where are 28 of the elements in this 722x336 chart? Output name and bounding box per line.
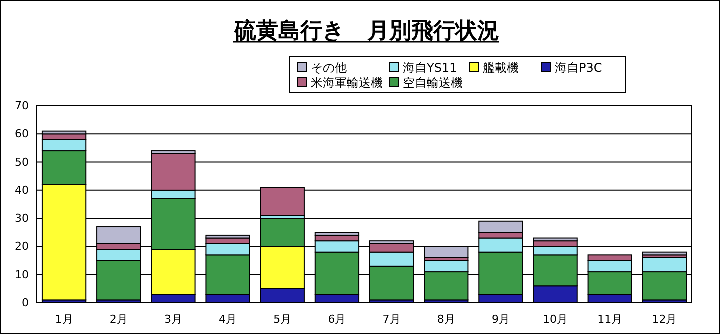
x-tick-label: 3月 [164,312,182,326]
legend-label: 海自YS11 [403,61,458,75]
x-tick-label: 9月 [492,312,510,326]
x-tick-label: 4月 [219,312,238,326]
y-tick-label: 20 [15,240,29,254]
x-tick-label: 10月 [543,312,568,326]
x-tick-label: 7月 [382,312,401,326]
y-tick-label: 40 [15,184,29,197]
y-tick-label: 50 [15,156,29,169]
y-tick-label: 60 [15,128,29,141]
legend-label: 海自P3C [555,61,602,75]
x-tick-label: 12月 [652,312,678,326]
x-tick-label: 6月 [328,312,346,326]
x-tick-label: 1月 [55,312,74,326]
bar [642,252,688,256]
y-tick-label: 30 [15,212,29,226]
x-tick-label: 5月 [274,312,292,326]
legend-label: 艦載機 [483,61,519,75]
x-tick-label: 8月 [437,312,456,326]
x-tick-label: 2月 [110,312,128,326]
y-tick-label: 70 [15,100,29,113]
legend-label: 空自輸送機 [403,76,463,90]
x-tick-label: 11月 [598,312,623,326]
legend-label: 米海軍輸送機 [311,76,383,90]
y-tick-label: 0 [22,296,29,310]
y-tick-label: 10 [15,268,29,282]
legend-label: その他 [311,61,347,75]
chart-title: 硫黄島行き 月別飛行状況 [234,18,500,44]
